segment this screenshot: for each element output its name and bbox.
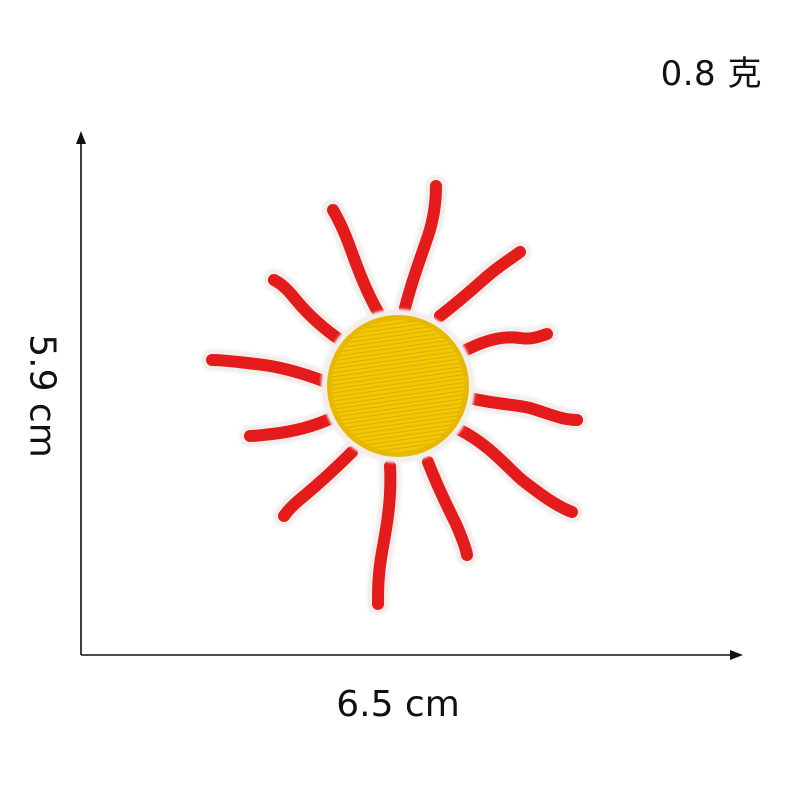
up-arrow-icon	[76, 131, 86, 144]
sun-ray	[464, 392, 583, 426]
weight-label: 0.8 克	[660, 54, 762, 94]
sun-rays	[206, 180, 583, 610]
sun-ray	[399, 180, 442, 314]
width-dimension-label: 6.5 cm	[0, 684, 800, 725]
sun-ray	[327, 204, 384, 318]
sun-ray	[268, 274, 346, 346]
height-dimension-label: 5.9 cm	[21, 334, 63, 458]
sun-center	[332, 320, 464, 452]
sun-ray	[244, 412, 338, 442]
sun-ray	[454, 424, 578, 518]
sun-ray	[434, 246, 526, 322]
sun-ray	[278, 446, 358, 522]
sun-ray	[422, 456, 473, 561]
sun-ray	[372, 460, 397, 610]
sun-ray	[460, 328, 553, 356]
sun-ray	[206, 354, 332, 388]
right-arrow-icon	[730, 650, 743, 660]
width-value: 6.5 cm	[336, 684, 460, 725]
